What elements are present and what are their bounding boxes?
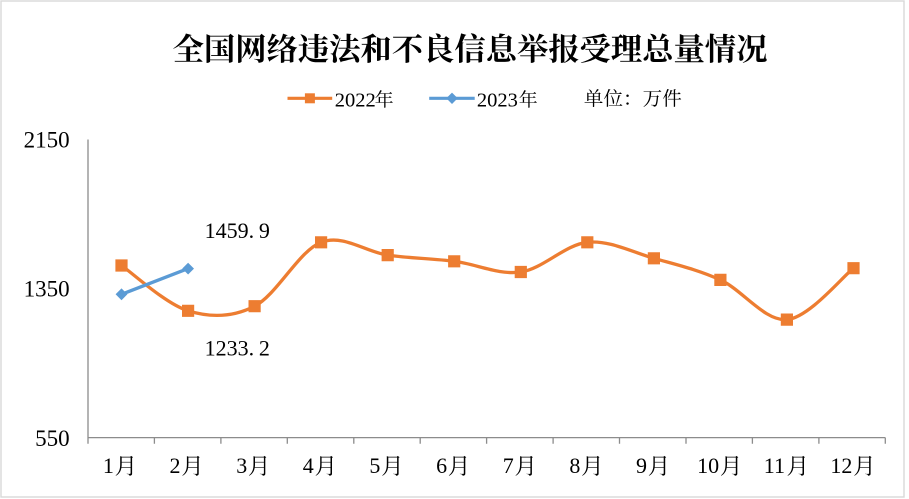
- svg-text:6: 6: [436, 453, 447, 478]
- svg-text:8: 8: [569, 453, 580, 478]
- svg-text:550: 550: [35, 426, 70, 451]
- svg-text:9: 9: [259, 218, 270, 243]
- svg-text:4: 4: [303, 453, 314, 478]
- svg-text:2022: 2022: [335, 89, 376, 111]
- svg-text:2: 2: [170, 453, 181, 478]
- svg-text:9: 9: [636, 453, 647, 478]
- svg-text:1233.: 1233.: [205, 335, 255, 360]
- svg-text:2023: 2023: [477, 89, 518, 111]
- svg-text:12: 12: [830, 453, 852, 478]
- svg-text:1459.: 1459.: [205, 218, 255, 243]
- svg-text:10: 10: [697, 453, 719, 478]
- svg-text:1350: 1350: [24, 276, 70, 301]
- svg-text:5: 5: [369, 453, 380, 478]
- svg-text:2150: 2150: [24, 128, 70, 153]
- svg-text:1: 1: [103, 453, 114, 478]
- svg-text:2: 2: [259, 335, 270, 360]
- svg-text:7: 7: [503, 453, 514, 478]
- svg-text:11: 11: [764, 453, 785, 478]
- svg-text:3: 3: [236, 453, 247, 478]
